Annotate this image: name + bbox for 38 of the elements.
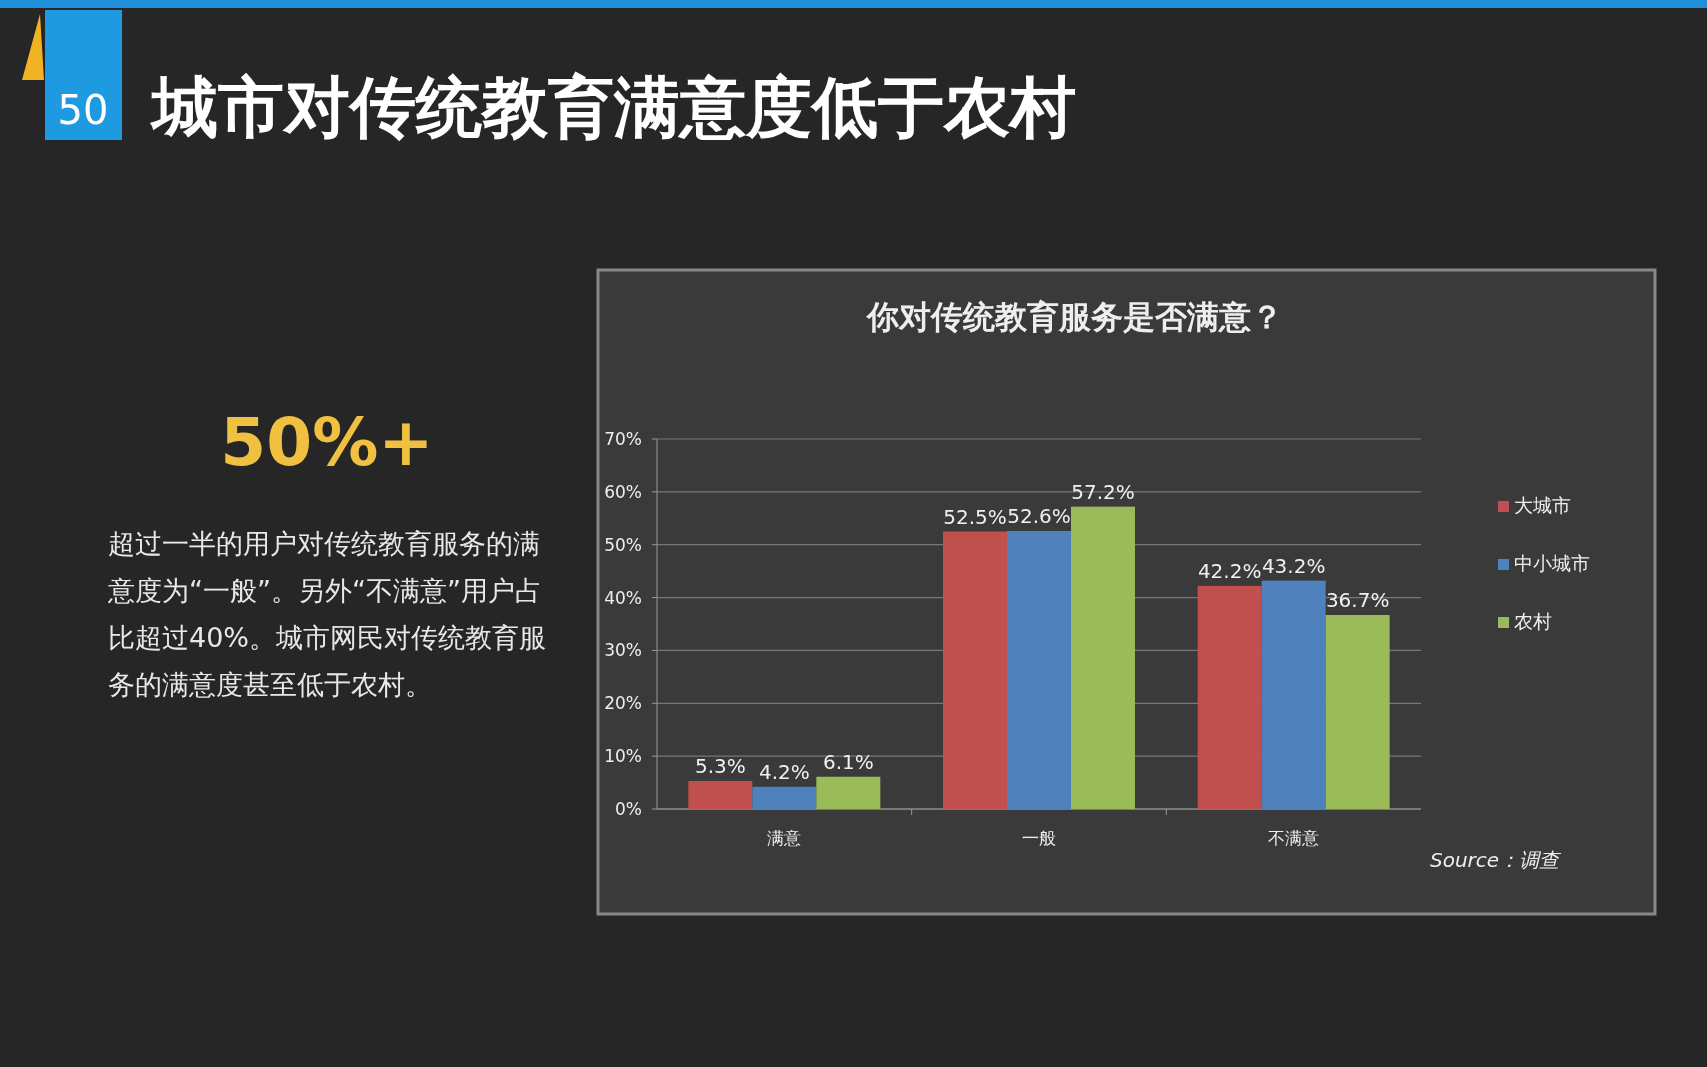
bar xyxy=(943,531,1007,809)
data-label: 52.6% xyxy=(1007,503,1071,528)
data-label: 36.7% xyxy=(1325,588,1390,613)
legend-label: 中小城市 xyxy=(1514,552,1590,574)
text: 50%+ xyxy=(220,404,434,481)
data-label: 43.2% xyxy=(1261,553,1326,578)
y-tick-label: 50% xyxy=(604,534,642,555)
data-label: 52.5% xyxy=(943,504,1007,529)
bar xyxy=(688,780,753,809)
y-tick-label: 0% xyxy=(615,799,642,819)
legend-label: 大城市 xyxy=(1514,494,1571,516)
chart-subtitle: 你对传统教育服务是否满意？ xyxy=(865,298,1283,336)
y-tick-label: 60% xyxy=(604,481,642,502)
bar xyxy=(1071,506,1135,809)
data-label: 4.2% xyxy=(758,759,810,784)
y-tick-label: 20% xyxy=(604,693,642,714)
data-label: 57.2% xyxy=(1071,479,1135,504)
chart-title: 城市对传统教育满意度低于农村 xyxy=(149,69,1076,146)
bar xyxy=(1007,530,1071,809)
bar xyxy=(1325,615,1390,809)
bar xyxy=(752,786,817,809)
x-tick-label: 满意 xyxy=(767,828,802,848)
text: 50 xyxy=(57,87,109,133)
text: 超过一半的用户对传统教育服务的满意度为“一般”。另外“不满意”用户占比超过40%。城市网民对传统教育服务的满意度甚至低于农村。 xyxy=(108,527,547,702)
bar xyxy=(1197,585,1262,809)
bar xyxy=(1261,580,1326,809)
data-label: 42.2% xyxy=(1197,558,1262,583)
x-tick-label: 不满意 xyxy=(1268,828,1320,848)
data-label: 5.3% xyxy=(694,753,746,778)
y-tick-label: 10% xyxy=(604,746,642,767)
legend-label: 农村 xyxy=(1514,610,1552,632)
source-note: Source：调查 xyxy=(1430,848,1563,872)
y-tick-label: 70% xyxy=(604,429,642,449)
x-tick-label: 一般 xyxy=(1022,828,1056,848)
y-tick-label: 30% xyxy=(604,640,642,661)
y-tick-label: 40% xyxy=(604,587,642,608)
data-label: 6.1% xyxy=(822,749,874,774)
bar xyxy=(816,776,881,809)
